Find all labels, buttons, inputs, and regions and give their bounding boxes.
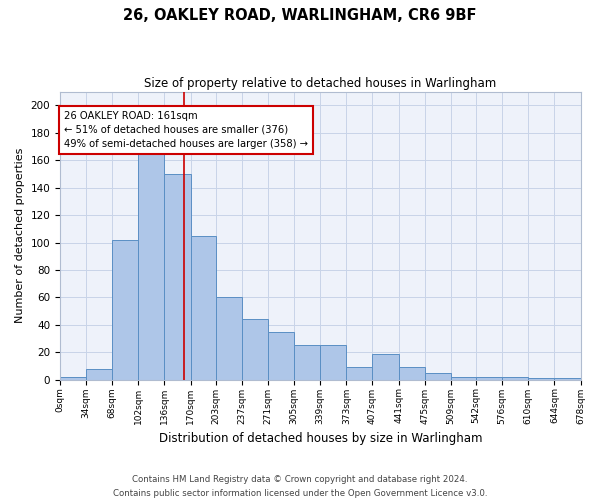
- Text: 26 OAKLEY ROAD: 161sqm
← 51% of detached houses are smaller (376)
49% of semi-de: 26 OAKLEY ROAD: 161sqm ← 51% of detached…: [64, 111, 308, 149]
- Bar: [112, 240, 139, 380]
- Text: Contains HM Land Registry data © Crown copyright and database right 2024.
Contai: Contains HM Land Registry data © Crown c…: [113, 476, 487, 498]
- Bar: [86, 368, 112, 380]
- Bar: [268, 332, 294, 380]
- Bar: [164, 174, 191, 380]
- Text: 26, OAKLEY ROAD, WARLINGHAM, CR6 9BF: 26, OAKLEY ROAD, WARLINGHAM, CR6 9BF: [123, 8, 477, 22]
- X-axis label: Distribution of detached houses by size in Warlingham: Distribution of detached houses by size …: [158, 432, 482, 445]
- Bar: [294, 346, 320, 380]
- Bar: [216, 298, 242, 380]
- Bar: [528, 378, 554, 380]
- Bar: [373, 354, 398, 380]
- Bar: [191, 236, 216, 380]
- Bar: [425, 373, 451, 380]
- Bar: [320, 346, 346, 380]
- Bar: [139, 150, 164, 380]
- Bar: [476, 377, 502, 380]
- Y-axis label: Number of detached properties: Number of detached properties: [15, 148, 25, 324]
- Bar: [346, 368, 373, 380]
- Bar: [398, 368, 425, 380]
- Bar: [502, 377, 528, 380]
- Bar: [451, 377, 476, 380]
- Title: Size of property relative to detached houses in Warlingham: Size of property relative to detached ho…: [144, 78, 496, 90]
- Bar: [242, 320, 268, 380]
- Bar: [60, 377, 86, 380]
- Bar: [554, 378, 581, 380]
